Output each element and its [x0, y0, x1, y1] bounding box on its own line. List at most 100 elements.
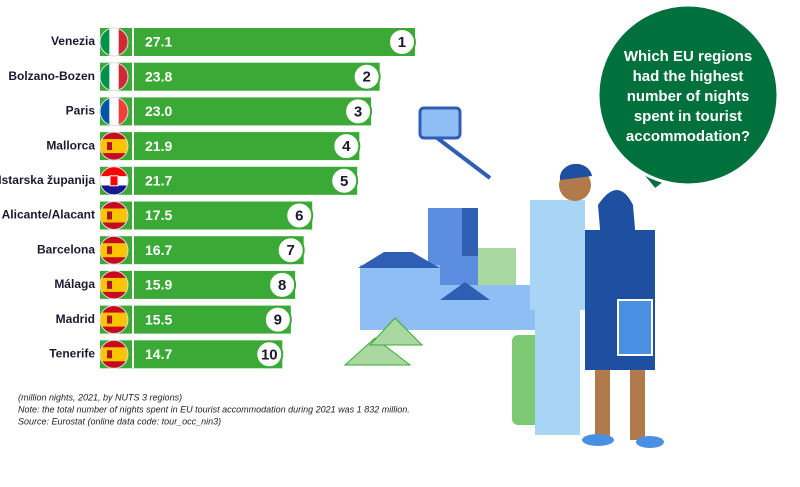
value-label: 14.7 [145, 346, 172, 362]
value-label: 15.9 [145, 277, 172, 293]
rank-label: 3 [354, 103, 362, 120]
flag [99, 201, 129, 230]
rank-badge [268, 270, 297, 299]
flag-body [100, 28, 128, 56]
bar [100, 201, 313, 230]
bar [100, 62, 380, 91]
emblem [107, 246, 112, 255]
value-label: 16.7 [145, 242, 172, 258]
flag-border [99, 305, 129, 335]
flag-body [100, 201, 128, 230]
stripe [100, 28, 110, 56]
stripe [100, 62, 110, 91]
flag-body [100, 62, 128, 91]
stripe [118, 97, 128, 126]
flag-body [100, 132, 128, 161]
emblem [109, 175, 119, 187]
rank-label: 7 [287, 242, 295, 259]
flag-border [99, 201, 129, 230]
category-label: Bolzano-Bozen [8, 69, 95, 83]
value-label: 27.1 [145, 34, 172, 50]
rank-badge [276, 236, 305, 265]
flag [99, 131, 129, 161]
bar [100, 28, 415, 56]
rank-label: 10 [261, 346, 278, 363]
rank-label: 4 [342, 138, 351, 155]
value-label: 21.7 [145, 173, 172, 189]
rank-badge [344, 97, 373, 126]
question-line: spent in tourist [634, 108, 742, 125]
stripe [100, 312, 128, 327]
flag [99, 166, 129, 196]
rank-label: 9 [274, 312, 282, 329]
category-label: Tenerife [49, 346, 95, 360]
stripe [109, 28, 120, 56]
stripe [100, 208, 128, 223]
emblem [107, 211, 112, 220]
value-label: 15.5 [145, 311, 172, 327]
flag-body [100, 340, 128, 369]
bar [100, 270, 296, 299]
rank-label: 2 [362, 69, 370, 86]
flag [99, 270, 129, 300]
emblem [107, 142, 112, 151]
category-label: Istarska županija [0, 173, 95, 187]
stripe [109, 62, 120, 91]
stripe [100, 139, 128, 154]
stripe [100, 243, 128, 258]
stripe [118, 28, 128, 56]
flag [99, 27, 129, 57]
category-label: Barcelona [37, 242, 95, 256]
flag-body [100, 97, 128, 126]
question-line: had the highest [633, 68, 744, 85]
flag-border [99, 131, 129, 161]
rank-badge [352, 62, 381, 91]
emblem [107, 350, 112, 359]
bar [100, 340, 283, 369]
value-label: 21.9 [145, 138, 172, 154]
rank-label: 1 [398, 34, 406, 51]
question-line: accommodation? [626, 128, 750, 145]
bar [100, 236, 304, 265]
flag-border [99, 96, 129, 126]
flag-border [99, 270, 129, 300]
category-label: Alicante/Alacant [2, 208, 95, 222]
rank-badge [330, 166, 359, 195]
rank-label: 5 [340, 173, 348, 190]
speech-bubble: Which EU regions had the highest number of… [596, 3, 780, 193]
flag [99, 96, 129, 126]
flag-body [100, 305, 128, 334]
question-line: Which EU regions [624, 48, 752, 65]
flag-body [100, 236, 128, 265]
bar [100, 166, 358, 195]
flag-border [99, 27, 129, 57]
stripe [100, 97, 110, 126]
stripe [118, 62, 128, 91]
question-line: number of nights [627, 88, 750, 105]
value-label: 23.0 [145, 103, 172, 119]
flag [99, 235, 129, 265]
rank-label: 6 [295, 207, 303, 224]
flag [99, 62, 129, 92]
bar [100, 97, 372, 126]
flag-border [99, 166, 129, 196]
flag-border [99, 339, 129, 369]
emblem [107, 280, 112, 289]
stripe [100, 347, 128, 362]
flag-body [100, 166, 128, 195]
rank-badge [285, 201, 314, 230]
stripe [100, 166, 128, 177]
flag-body [100, 270, 128, 299]
rank-badge [387, 28, 416, 56]
flag [99, 339, 129, 369]
bar [100, 305, 291, 334]
stripe [100, 185, 128, 195]
category-label: Madrid [56, 312, 95, 326]
value-label: 17.5 [145, 207, 172, 223]
rank-badge [332, 132, 361, 161]
note: Source: Eurostat (online data code: tour… [18, 416, 221, 426]
rank-badge [263, 305, 292, 334]
flag [99, 305, 129, 335]
emblem [107, 315, 112, 324]
